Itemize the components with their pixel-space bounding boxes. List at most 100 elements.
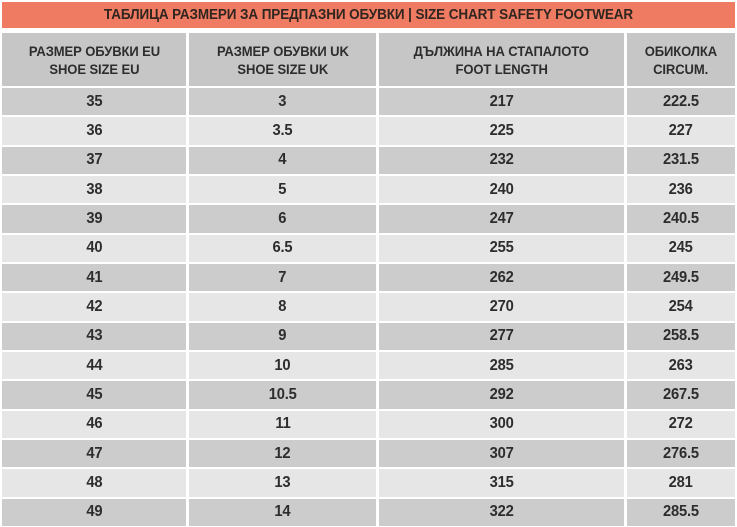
table-cell-value: 6	[278, 210, 287, 228]
table-cell: 5	[189, 176, 376, 204]
table-cell: 240	[379, 176, 624, 204]
table-cell: 276.5	[627, 440, 735, 468]
table-cell: 247	[379, 205, 624, 233]
table-cell: 236	[627, 176, 735, 204]
table-cell: 270	[379, 293, 624, 321]
table-cell: 249.5	[627, 264, 735, 292]
column-header-foot-length: ДЪЛЖИНА НА СТАПАЛОТО FOOT LENGTH	[379, 33, 624, 86]
table-cell-value: 39	[85, 210, 103, 228]
table-cell-value: 7	[278, 268, 287, 286]
table-cell: 46	[2, 410, 186, 439]
column-header-circumference: ОБИКОЛКА CIRCUM.	[627, 33, 735, 86]
table-cell: 45	[2, 381, 186, 409]
table-cell-value: 249.5	[663, 268, 699, 286]
table-cell: 285	[379, 352, 624, 380]
table-cell-value: 10.5	[268, 386, 297, 404]
table-cell-value: 263	[668, 356, 693, 374]
table-cell-value: 40	[85, 239, 103, 257]
table-cell-value: 262	[489, 268, 514, 286]
table-cell: 40	[2, 234, 186, 263]
table-cell: 245	[627, 234, 735, 263]
table-cell-value: 270	[489, 298, 514, 316]
table-cell: 225	[379, 117, 624, 145]
table-cell-value: 49	[85, 503, 103, 521]
table-cell: 11	[189, 410, 376, 439]
table-cell: 7	[189, 264, 376, 292]
table-cell-value: 10	[274, 356, 291, 374]
table-cell-value: 255	[489, 239, 514, 257]
table-cell-value: 46	[85, 415, 103, 433]
column-header-label-bg: ОБИКОЛКА	[644, 42, 718, 59]
table-cell-value: 272	[668, 415, 693, 433]
table-cell-value: 43	[85, 327, 103, 345]
table-cell: 12	[189, 440, 376, 468]
table-cell-value: 41	[85, 268, 103, 286]
table-cell: 263	[627, 352, 735, 380]
table-cell-value: 14	[274, 503, 291, 521]
table-cell-value: 44	[85, 356, 103, 374]
table-cell-value: 48	[85, 474, 103, 492]
table-cell: 35	[2, 88, 186, 116]
table-cell-value: 42	[85, 298, 103, 316]
column-header-shoe-size-eu: РАЗМЕР ОБУВКИ EU SHOE SIZE EU	[2, 33, 186, 86]
table-cell: 36	[2, 117, 186, 145]
table-cell-value: 9	[278, 327, 287, 345]
table-cell: 42	[2, 293, 186, 321]
table-cell: 10	[189, 352, 376, 380]
table-cell: 285.5	[627, 498, 735, 527]
table-cell: 231.5	[627, 146, 735, 175]
table-cell: 255	[379, 234, 624, 263]
table-cell-value: 240.5	[663, 210, 699, 228]
table-cell: 322	[379, 498, 624, 527]
table-cell: 6.5	[189, 234, 376, 263]
table-cell: 227	[627, 117, 735, 145]
table-cell: 307	[379, 440, 624, 468]
table-cell-value: 247	[489, 210, 514, 228]
table-cell: 232	[379, 146, 624, 175]
table-cell: 315	[379, 469, 624, 497]
column-header-label-bg: РАЗМЕР ОБУВКИ UK	[216, 42, 349, 59]
table-cell-value: 47	[85, 444, 103, 462]
table-cell: 6	[189, 205, 376, 233]
table-cell-value: 6.5	[272, 239, 293, 257]
table-cell: 13	[189, 469, 376, 497]
table-cell-value: 315	[489, 474, 514, 492]
table-cell-value: 307	[489, 444, 514, 462]
table-cell-value: 276.5	[663, 444, 699, 462]
column-header-label-en: CIRCUM.	[653, 60, 709, 77]
table-cell: 38	[2, 176, 186, 204]
column-header-label-bg: ДЪЛЖИНА НА СТАПАЛОТО	[413, 42, 590, 59]
table-cell: 3	[189, 88, 376, 116]
column-header-shoe-size-uk: РАЗМЕР ОБУВКИ UK SHOE SIZE UK	[189, 33, 376, 86]
table-cell-value: 300	[489, 415, 514, 433]
table-cell: 10.5	[189, 381, 376, 409]
table-cell-value: 236	[668, 180, 693, 198]
table-cell: 47	[2, 440, 186, 468]
table-cell: 8	[189, 293, 376, 321]
table-cell: 14	[189, 498, 376, 527]
table-cell-value: 281	[668, 474, 693, 492]
table-cell: 49	[2, 498, 186, 527]
table-cell: 37	[2, 146, 186, 175]
table-cell: 292	[379, 381, 624, 409]
column-header-label-en: SHOE SIZE EU	[48, 60, 140, 77]
table-cell-value: 232	[489, 151, 514, 169]
table-cell-value: 5	[278, 180, 287, 198]
table-cell-value: 35	[85, 92, 103, 110]
table-cell: 217	[379, 88, 624, 116]
table-cell-value: 12	[274, 444, 291, 462]
table-cell: 267.5	[627, 381, 735, 409]
table-cell: 48	[2, 469, 186, 497]
table-cell-value: 267.5	[663, 386, 699, 404]
table-cell: 240.5	[627, 205, 735, 233]
table-cell: 300	[379, 410, 624, 439]
table-cell-value: 3	[278, 92, 287, 110]
table-cell-value: 322	[489, 503, 514, 521]
table-cell-value: 8	[278, 298, 287, 316]
table-cell: 44	[2, 352, 186, 380]
table-cell-value: 36	[85, 122, 103, 140]
table-cell-value: 277	[489, 327, 514, 345]
column-header-label-bg: РАЗМЕР ОБУВКИ EU	[28, 42, 160, 59]
table-cell-value: 285.5	[663, 503, 699, 521]
